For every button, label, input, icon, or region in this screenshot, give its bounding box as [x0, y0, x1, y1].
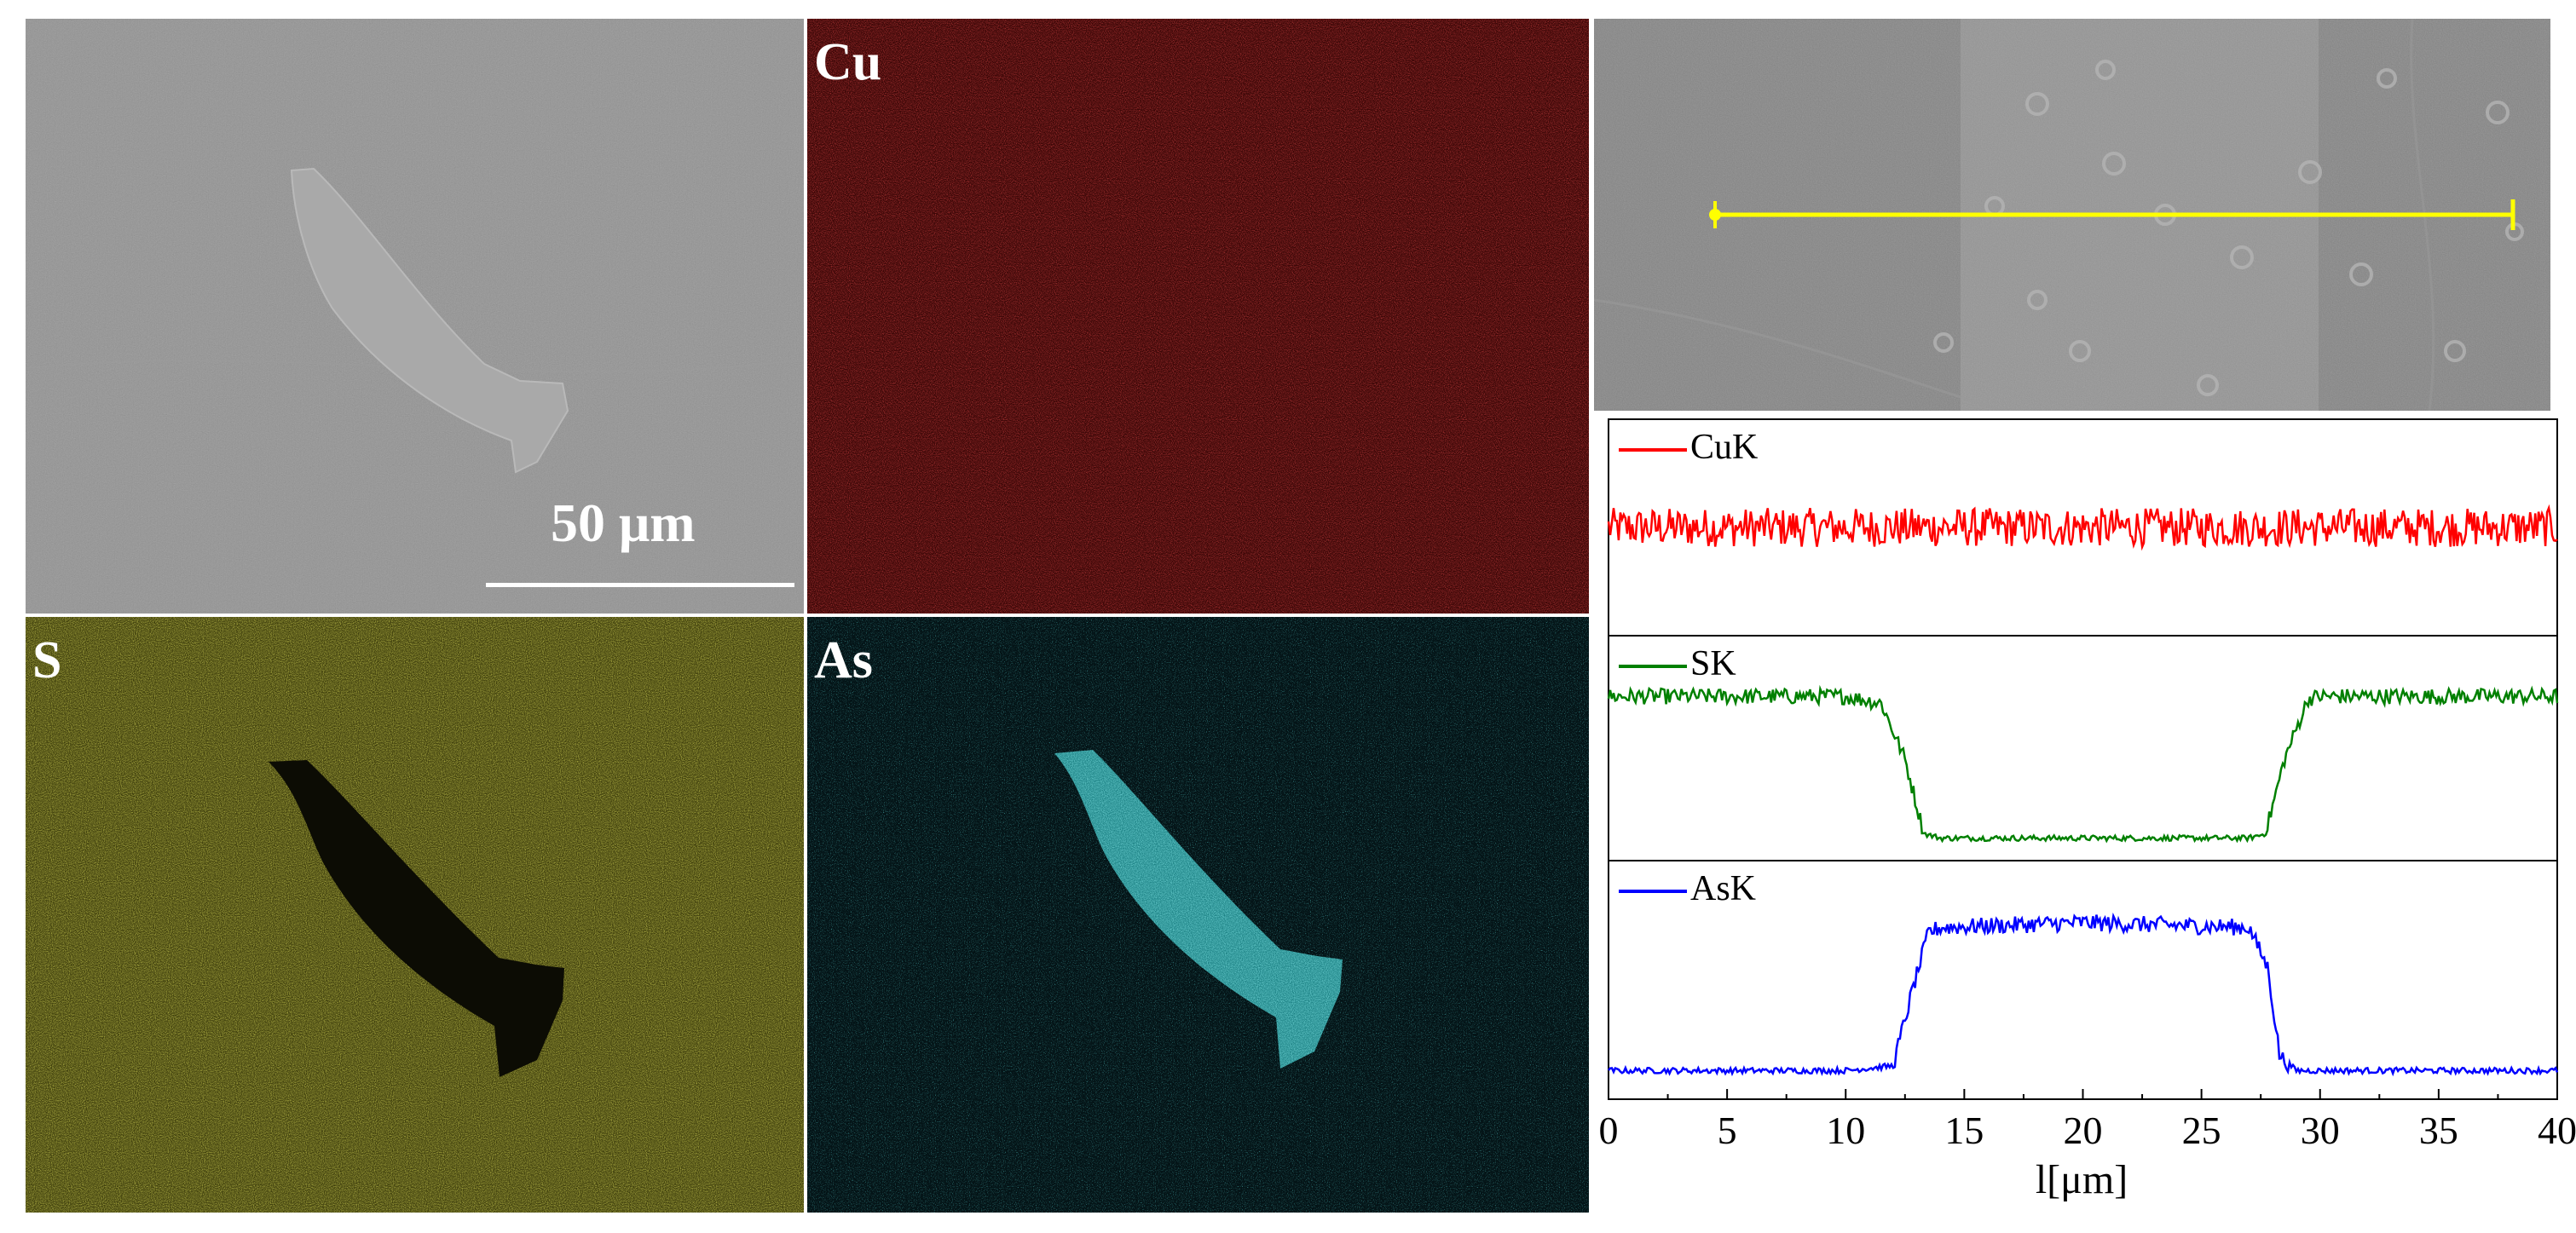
x-tick-label: 30 — [2301, 1109, 2340, 1152]
series-line-cuk — [1607, 504, 2558, 551]
cu-map-label: Cu — [814, 33, 882, 91]
legend-label-ask: AsK — [1690, 869, 1756, 908]
subplot-ask: AsK — [1608, 860, 2559, 1100]
s-depleted-inclusion — [269, 760, 564, 1077]
subplot-frame — [1608, 635, 2558, 861]
x-tick-label: 25 — [2182, 1109, 2221, 1152]
x-axis-label: l[μm] — [2036, 1157, 2128, 1202]
cu-map-panel: Cu — [807, 19, 1589, 614]
legend-label-sk: SK — [1690, 644, 1736, 683]
as-map-panel: As — [807, 617, 1589, 1213]
line-profile-chart: CuK SK AsK 0 5 10 15 20 25 30 35 40 l[μm] — [1599, 418, 2576, 1202]
line-scan-image-panel — [1594, 19, 2550, 411]
s-map-label: S — [32, 631, 62, 689]
series-line-ask — [1608, 912, 2559, 1077]
legend-label-cuk: CuK — [1690, 428, 1758, 467]
as-element-map — [807, 617, 1589, 1213]
scale-bar — [486, 583, 794, 587]
scale-bar-label: 50 μm — [551, 493, 696, 553]
line-scan-sem-image — [1594, 19, 2550, 411]
s-map-panel: S — [26, 617, 804, 1213]
sem-image-panel: 50 μm — [26, 19, 804, 614]
subplot-cuk: CuK — [1607, 418, 2558, 637]
series-line-sk — [1607, 684, 2559, 844]
x-tick-label: 20 — [2064, 1109, 2103, 1152]
inclusion-shape — [290, 167, 569, 474]
sem-image — [26, 19, 804, 614]
cu-element-map — [807, 19, 1589, 614]
s-element-map — [26, 617, 804, 1213]
x-tick-label: 40 — [2538, 1109, 2576, 1152]
x-tick-label: 0 — [1599, 1109, 1619, 1152]
subplot-sk: SK — [1607, 635, 2559, 861]
line-profile-chart-panel: CuK SK AsK 0 5 10 15 20 25 30 35 40 l[μm] — [1594, 411, 2576, 1233]
x-tick-label: 5 — [1718, 1109, 1737, 1152]
x-tick-label: 15 — [1944, 1109, 1984, 1152]
as-map-label: As — [814, 631, 873, 689]
x-tick-label: 35 — [2419, 1109, 2458, 1152]
x-tick-label: 10 — [1826, 1109, 1865, 1152]
